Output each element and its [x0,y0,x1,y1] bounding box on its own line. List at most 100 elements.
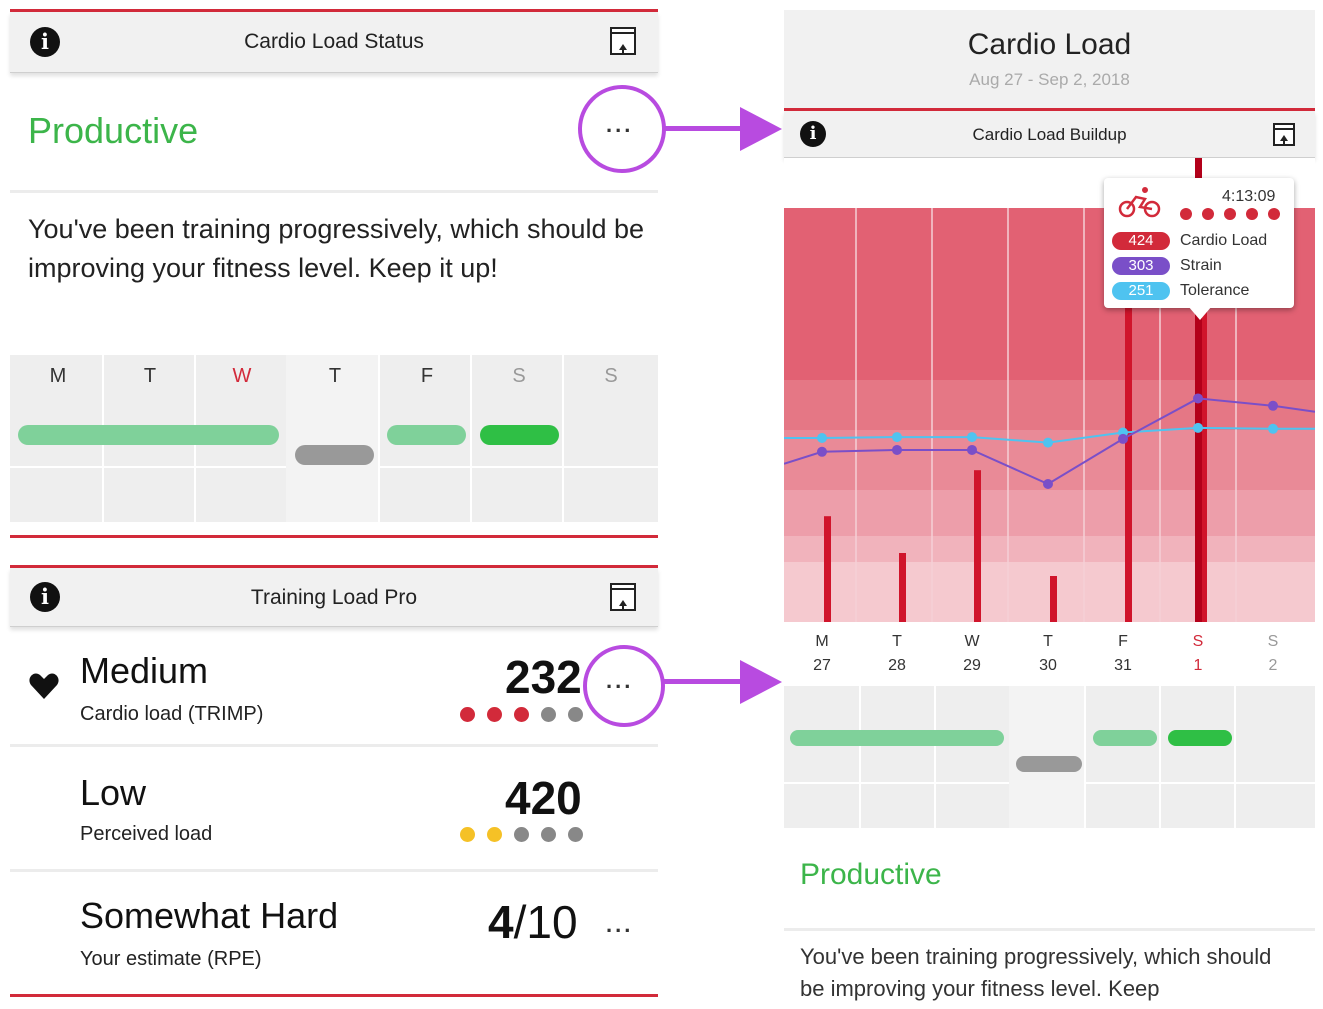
x-tick-date: 2 [1269,657,1278,674]
grid-line [1159,686,1236,828]
info-icon[interactable]: i [30,27,60,57]
x-tick-day: T [1043,633,1053,650]
tolerance-point [1193,422,1203,433]
zone-band [784,490,1315,536]
cycling-icon [1118,186,1162,218]
tooltip-duration: 4:13:09 [1222,188,1276,205]
buildup-title: Cardio Load Buildup [972,125,1127,144]
rpe-value-scale: /10 [513,896,578,948]
divider [10,190,658,193]
info-icon[interactable]: i [800,121,826,147]
grid-line [1234,686,1315,828]
buildup-chart: M 27 T 28 W 29 T 30 F 31 S 1 S 2 4:13:09 424 Cardio L… [784,158,1315,685]
status-bar-productive [387,425,466,445]
info-icon[interactable]: i [30,582,60,612]
load-dot [1246,208,1258,220]
grid-line [934,686,1011,828]
status-bar-productive [18,425,279,445]
status-card-bottom-border [10,535,658,538]
cardio-load-bar [899,553,906,622]
load-dot [568,827,583,842]
pin-to-dashboard-icon[interactable] [1273,123,1295,146]
strain-point [1043,479,1053,489]
status-bar-productive [790,730,1004,746]
load-dot [541,827,556,842]
load-dot [1202,208,1214,220]
rpe-label: Your estimate (RPE) [80,948,262,970]
load-dot [487,827,502,842]
grid-line [286,355,380,522]
buildup-header: i Cardio Load Buildup [784,111,1315,158]
divider [784,928,1315,931]
perceived-load-label: Perceived load [80,823,213,845]
strain-point [817,446,827,457]
load-dot [514,827,529,842]
status-label: Productive [800,858,942,891]
tolerance-point [817,433,827,443]
selected-day-bar [1195,158,1202,622]
grid-line [1084,686,1161,828]
week-chart [784,686,1315,828]
arrow-head [740,107,782,151]
x-axis-labels: M 27 T 28 W 29 T 30 F 31 S 1 S 2 [784,622,1315,685]
load-dot [487,707,502,722]
x-tick-day: M [815,633,828,650]
cardio-load-bar [974,470,981,622]
heart-icon [28,670,60,702]
cardio-load-header: Cardio Load Aug 27 - Sep 2, 2018 [784,10,1315,108]
status-bar-productive-strong [480,425,559,445]
day-label: F [420,365,434,387]
pin-to-dashboard-icon[interactable] [610,27,636,55]
pin-to-dashboard-icon[interactable] [610,583,636,611]
week-chart: M T W T F S S [10,355,658,522]
load-dot [1180,208,1192,220]
day-label: S [512,365,526,387]
status-card-title: Cardio Load Status [244,30,424,53]
status-bar-detraining [1016,756,1082,772]
day-label: W [232,365,252,387]
highlight-circle [578,85,666,173]
x-tick-day: S [1193,633,1204,650]
strain-point [1193,393,1203,404]
arrow-line [664,679,744,684]
cardio-load-badge: 424 [1112,232,1170,250]
rpe-value-main: 4 [488,896,514,948]
day-label: S [604,365,618,387]
day-label: M [49,365,67,387]
status-message: You've been training progressively, whic… [28,214,645,283]
x-tick-date: 27 [813,657,831,674]
buildup-top-border [784,108,1315,111]
perceived-load-level: Low [80,772,147,813]
load-dot [1224,208,1236,220]
strain-point [1268,400,1278,411]
strain-badge: 303 [1112,257,1170,275]
tooltip-pointer [1188,306,1212,320]
cardio-load-label: Cardio load (TRIMP) [80,703,264,725]
status-label: Productive [28,110,199,151]
strain-point [892,444,902,455]
x-tick-date: 31 [1114,657,1132,674]
tolerance-point [967,432,977,443]
day-label: T [328,365,342,387]
load-dot [514,707,529,722]
strain-point [967,444,977,455]
load-dot [460,827,475,842]
status-bar-productive [1093,730,1157,746]
load-dot [568,707,583,722]
x-tick-date: 29 [963,657,981,674]
grid-line [859,686,936,828]
date-range: Aug 27 - Sep 2, 2018 [969,70,1130,89]
cardio-load-legend: Cardio Load [1180,232,1268,249]
strain-legend: Strain [1180,257,1222,274]
page-title: Cardio Load [967,28,1132,61]
load-dot [541,707,556,722]
cardio-load-bar [824,516,831,622]
tolerance-point [1268,423,1278,434]
training-card-bottom-border [10,994,658,997]
tolerance-point [1043,437,1053,448]
load-dot [1268,208,1280,220]
zone-band [784,562,1315,622]
x-tick-day: T [892,633,902,650]
more-options-icon[interactable]: ... [606,912,634,937]
training-card-top-border [10,565,658,568]
